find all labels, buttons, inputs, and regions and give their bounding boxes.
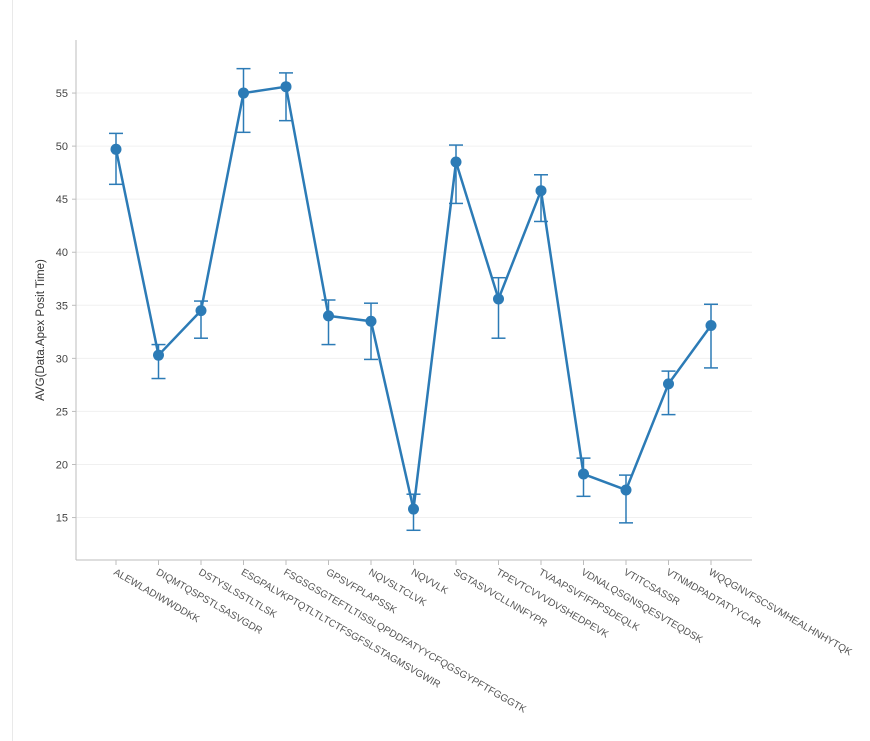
y-tick-label: 35 (56, 300, 68, 312)
data-point[interactable] (535, 185, 547, 197)
panel-border (12, 0, 13, 741)
data-point[interactable] (578, 468, 589, 480)
data-point[interactable] (365, 315, 377, 327)
y-tick-label: 30 (56, 353, 68, 365)
y-tick-label: 55 (56, 88, 68, 100)
data-point[interactable] (493, 293, 504, 305)
y-tick-label: 20 (56, 459, 68, 471)
series-line (114, 85, 713, 511)
y-tick-label: 45 (56, 194, 68, 206)
y-axis-title: AVG(Data.Apex Posit Time) (35, 259, 47, 401)
data-point[interactable] (153, 349, 164, 361)
data-point[interactable] (620, 484, 632, 496)
error-bars (109, 67, 718, 532)
data-point[interactable] (705, 319, 717, 331)
x-axis-ticks: ALEWLADIWWDDKKDIQMTQSPSTLSASVGDRDSTYSLSS… (112, 560, 854, 716)
data-point[interactable] (323, 310, 334, 322)
data-point[interactable] (408, 503, 419, 515)
data-point[interactable] (663, 378, 674, 390)
data-points (110, 81, 717, 515)
gridlines (76, 92, 752, 519)
y-axis-ticks: 15 20 25 30 35 40 45 50 55 (56, 88, 76, 525)
data-point[interactable] (450, 156, 462, 168)
y-tick-label: 25 (56, 406, 68, 418)
y-tick-label: 50 (56, 141, 68, 153)
y-tick-label: 40 (56, 247, 68, 259)
y-tick-label: 15 (56, 513, 68, 525)
data-point[interactable] (280, 81, 292, 93)
data-point[interactable] (110, 143, 122, 155)
data-point[interactable] (195, 305, 207, 317)
data-point[interactable] (238, 87, 249, 99)
